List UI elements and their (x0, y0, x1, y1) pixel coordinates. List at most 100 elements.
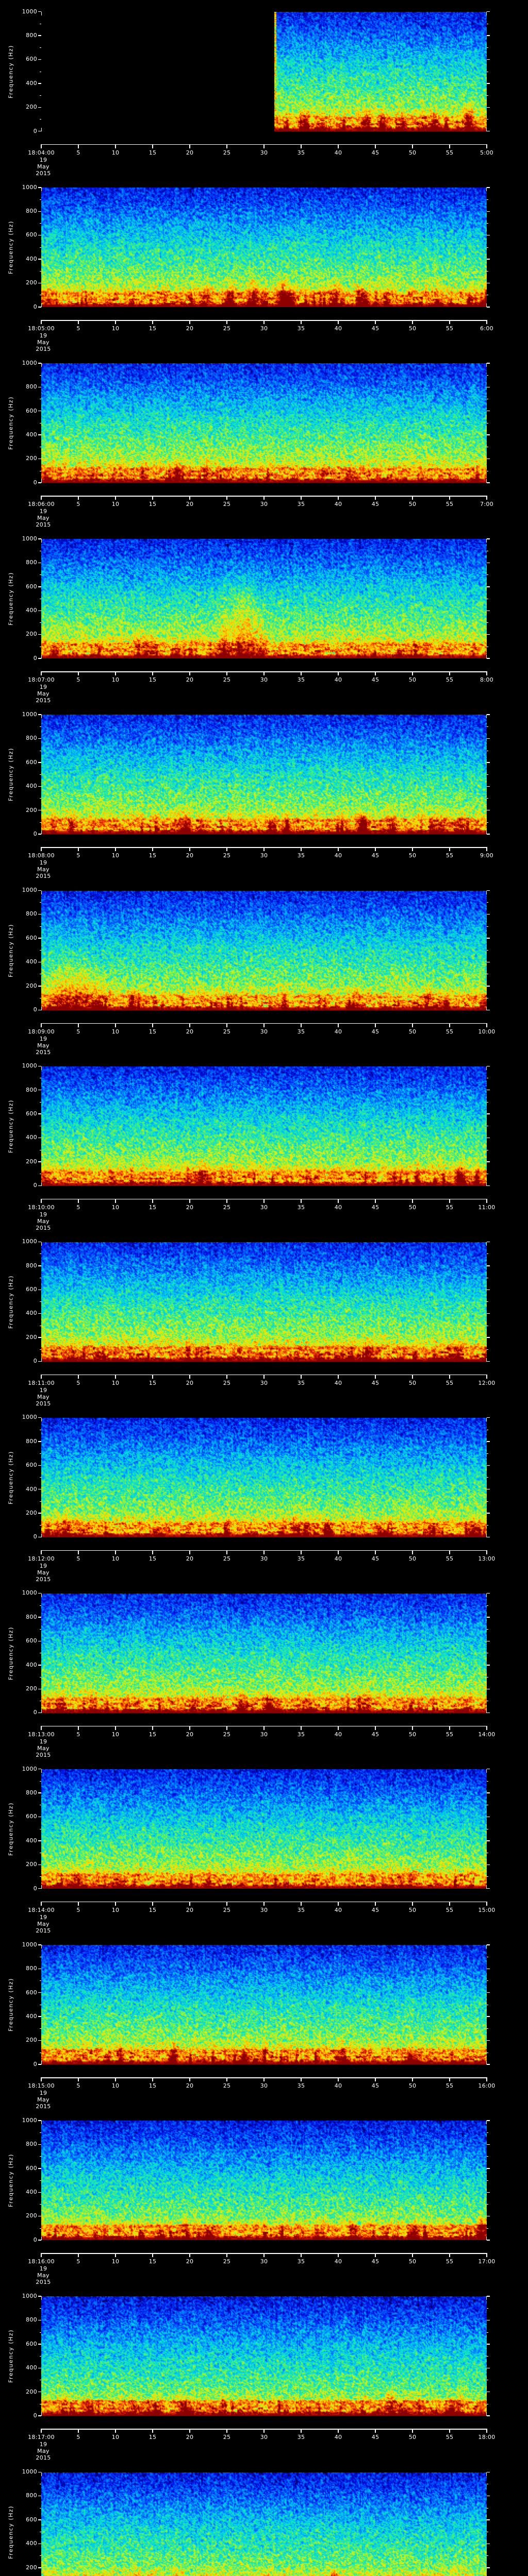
x-start-time-label: 18:12:00 (28, 1555, 55, 1562)
x-major-tick (115, 2253, 116, 2258)
y-major-tick (38, 538, 41, 539)
x-tick-label: 10 (111, 325, 120, 332)
x-end-time-label: 10:00 (478, 1028, 496, 1035)
y-minor-tick (487, 1781, 488, 1782)
y-tick-label: 400 (26, 607, 37, 614)
x-major-tick (189, 1198, 190, 1203)
x-major-tick (226, 1023, 227, 1027)
spectrogram-heatmap (41, 715, 487, 835)
axis-corner-bracket (41, 363, 42, 367)
x-tick-label: 45 (371, 2258, 380, 2265)
x-tick-label: 40 (334, 1028, 342, 1035)
x-tick-label: 5 (76, 501, 80, 508)
x-start-time-label: 18:13:00 (28, 1731, 55, 1738)
x-major-tick (226, 144, 227, 148)
spectrogram-heatmap (41, 539, 487, 659)
x-major-tick (226, 1902, 227, 1906)
x-tick-label: 25 (223, 325, 231, 332)
axis-corner-bracket (486, 1006, 487, 1010)
y-tick-label: 400 (26, 1485, 37, 1493)
x-major-tick (115, 320, 116, 325)
x-tick-label: 45 (371, 676, 380, 684)
axis-corner-bracket (41, 1769, 42, 1773)
x-tick-label: 10 (111, 501, 120, 508)
x-tick-label: 35 (297, 2082, 305, 2090)
x-major-tick (486, 2253, 487, 2258)
x-tick-label: 25 (223, 1907, 231, 1914)
y-minor-tick (487, 199, 488, 200)
x-tick-label: 10 (111, 1907, 120, 1914)
x-tick-label: 35 (297, 1028, 305, 1035)
x-major-tick (449, 1374, 450, 1379)
x-tick-label: 10 (111, 1028, 120, 1035)
axis-corner-bracket (41, 1593, 42, 1597)
x-major-tick (152, 1198, 153, 1203)
x-major-tick (189, 671, 190, 676)
y-tick-label: 0 (33, 654, 37, 662)
x-tick-label: 10 (111, 1555, 120, 1562)
y-tick-label: 0 (33, 479, 37, 486)
x-tick-label: 20 (186, 2082, 194, 2090)
y-tick-label: 0 (33, 127, 37, 134)
y-minor-tick (487, 119, 488, 120)
spectrogram-heatmap (41, 1066, 487, 1186)
x-tick-label: 15 (148, 1028, 157, 1035)
y-minor-tick (487, 902, 488, 903)
x-tick-label: 30 (260, 2258, 268, 2265)
x-tick-label: 25 (223, 1028, 231, 1035)
y-tick-label: 200 (26, 1158, 37, 1165)
x-end-time-label: 7:00 (480, 501, 493, 508)
x-major-tick (115, 847, 116, 852)
x-start-time-label: 18:07:00 (28, 676, 55, 684)
plot-area (41, 363, 487, 483)
y-minor-tick (487, 2180, 488, 2181)
axis-corner-bracket (486, 128, 487, 131)
x-major-tick (189, 1902, 190, 1906)
x-start-time-label: 18:09:00 (28, 1028, 55, 1035)
y-major-tick (487, 107, 490, 108)
x-major-tick (189, 2429, 190, 2433)
date-year: 2015 (36, 1575, 51, 1583)
x-major-tick (152, 1725, 153, 1730)
y-minor-tick (487, 1301, 488, 1302)
x-tick-label: 5 (76, 1379, 80, 1386)
y-minor-tick (487, 1876, 488, 1877)
axis-corner-bracket (486, 2236, 487, 2241)
x-major-tick (226, 1550, 227, 1554)
x-tick-label: 30 (260, 1379, 268, 1386)
y-minor-tick (40, 2204, 41, 2205)
y-minor-tick (40, 2332, 41, 2333)
x-tick-label: 50 (408, 501, 417, 508)
y-minor-tick (40, 2028, 41, 2029)
x-major-tick (486, 320, 487, 325)
date-label: 19 May 2015 (36, 2265, 51, 2285)
x-tick-label: 35 (297, 2434, 305, 2441)
y-tick-label: 600 (26, 1110, 37, 1117)
y-major-tick (487, 1265, 490, 1266)
x-major-tick (226, 2253, 227, 2258)
y-tick-label: 0 (33, 1533, 37, 1540)
axis-corner-bracket (41, 188, 42, 192)
x-major-tick (115, 2429, 116, 2433)
x-tick-label: 50 (408, 325, 417, 332)
x-tick-label: 55 (446, 1028, 454, 1035)
date-label: 19 May 2015 (36, 1738, 51, 1758)
y-minor-tick (487, 2507, 488, 2509)
y-major-tick (38, 2120, 41, 2121)
x-tick-label: 35 (297, 1731, 305, 1738)
x-major-tick (152, 320, 153, 325)
x-tick-label: 20 (186, 1731, 194, 1738)
y-axis-title: Frequency (Hz) (7, 1099, 14, 1153)
plot-area (41, 1769, 487, 1889)
y-major-tick (487, 634, 490, 635)
spectrogram-panel: Frequency (Hz) 18:16:00 17:00 19 May 201… (0, 2117, 528, 2296)
x-tick-label: 40 (334, 2434, 342, 2441)
y-major-tick (487, 1840, 490, 1841)
y-axis-title: Frequency (Hz) (7, 1450, 14, 1504)
date-month: May (37, 1569, 50, 1576)
x-tick-label: 50 (408, 2434, 417, 2441)
y-minor-tick (40, 574, 41, 575)
x-tick-label: 15 (148, 501, 157, 508)
y-tick-label: 1000 (22, 2292, 37, 2299)
x-tick-label: 5 (76, 1555, 80, 1562)
